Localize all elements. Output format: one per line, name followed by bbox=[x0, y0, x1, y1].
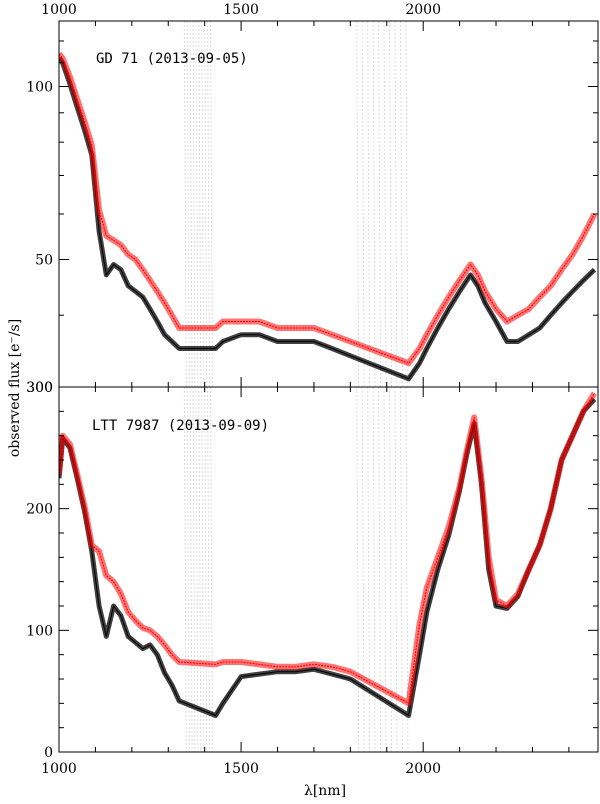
telluric-gap-line bbox=[198, 21, 202, 387]
x-tick-label: 2000 bbox=[405, 761, 441, 777]
telluric-gap-line bbox=[372, 21, 376, 387]
telluric-gap-line bbox=[405, 21, 409, 387]
plot-area bbox=[59, 387, 597, 752]
telluric-gap-line bbox=[198, 387, 202, 752]
telluric-gap-line bbox=[210, 21, 213, 387]
telluric-gap-line bbox=[389, 21, 392, 387]
telluric-gap-line bbox=[201, 21, 205, 387]
series-model-band bbox=[59, 51, 598, 367]
telluric-gap-line bbox=[383, 21, 387, 387]
telluric-gap-line bbox=[356, 387, 360, 752]
y-axis-title: observed flux [e⁻/s] bbox=[7, 319, 23, 457]
panel-2: 1000 1500 2000 0 100 200 300 LTT 7987 (2013-09-… bbox=[26, 380, 599, 777]
telluric-gap-line bbox=[189, 387, 193, 752]
series-observed-line bbox=[59, 57, 595, 380]
series-model-band bbox=[59, 391, 597, 707]
y-tick-label: 200 bbox=[26, 502, 53, 518]
x-tick-label: 1500 bbox=[223, 761, 259, 777]
x-tick-label: 1500 bbox=[223, 2, 259, 18]
y-tick-label: 300 bbox=[26, 380, 53, 396]
telluric-gap-line bbox=[201, 387, 205, 752]
telluric-gap-line bbox=[394, 21, 398, 387]
panel-frame bbox=[58, 386, 599, 753]
telluric-gap-line bbox=[210, 387, 213, 752]
telluric-gap-line bbox=[192, 387, 196, 752]
telluric-gap-line bbox=[394, 387, 398, 752]
telluric-gap-line bbox=[183, 21, 187, 387]
telluric-gap-line bbox=[383, 387, 387, 752]
telluric-gap-line bbox=[399, 387, 403, 752]
telluric-gap-line bbox=[186, 387, 190, 752]
x-axis-title: λ[nm] bbox=[304, 783, 346, 799]
plot-area bbox=[59, 21, 598, 387]
telluric-gap-line bbox=[189, 21, 193, 387]
telluric-gap-line bbox=[361, 21, 365, 387]
telluric-gap-line bbox=[378, 21, 382, 387]
telluric-gap-line bbox=[204, 21, 208, 387]
panel-1: 1000 1500 2000 50 100 300 GD 71 (2013-09-05) bbox=[26, 2, 599, 396]
y-tick-label: 50 bbox=[35, 252, 53, 268]
y-tick-label: 0 bbox=[44, 745, 53, 761]
x-tick-label: 1000 bbox=[41, 761, 77, 777]
telluric-gap-line bbox=[399, 21, 403, 387]
telluric-gap-line bbox=[367, 387, 371, 752]
y-tick-label: 300 bbox=[26, 380, 53, 396]
telluric-gap-line bbox=[207, 387, 211, 752]
panel-label: GD 71 (2013-09-05) bbox=[96, 51, 248, 67]
telluric-gap-line bbox=[186, 21, 190, 387]
series-model-line bbox=[59, 53, 595, 364]
telluric-gap-line bbox=[356, 21, 360, 387]
telluric-gap-line bbox=[361, 387, 365, 752]
telluric-gap-line bbox=[183, 387, 187, 752]
telluric-gap-line bbox=[204, 387, 208, 752]
telluric-gap-line bbox=[207, 21, 211, 387]
y-tick-label: 100 bbox=[26, 79, 53, 95]
panel-label: LTT 7987 (2013-09-09) bbox=[92, 418, 269, 434]
telluric-gap-line bbox=[195, 387, 199, 752]
x-tick-label: 1000 bbox=[41, 2, 77, 18]
x-tick-label: 2000 bbox=[405, 2, 441, 18]
telluric-gap-line bbox=[372, 387, 376, 752]
telluric-gap-line bbox=[195, 21, 199, 387]
telluric-gap-line bbox=[192, 21, 196, 387]
y-tick-label: 100 bbox=[26, 623, 53, 639]
telluric-gap-line bbox=[367, 21, 371, 387]
series-model-line bbox=[59, 392, 595, 705]
